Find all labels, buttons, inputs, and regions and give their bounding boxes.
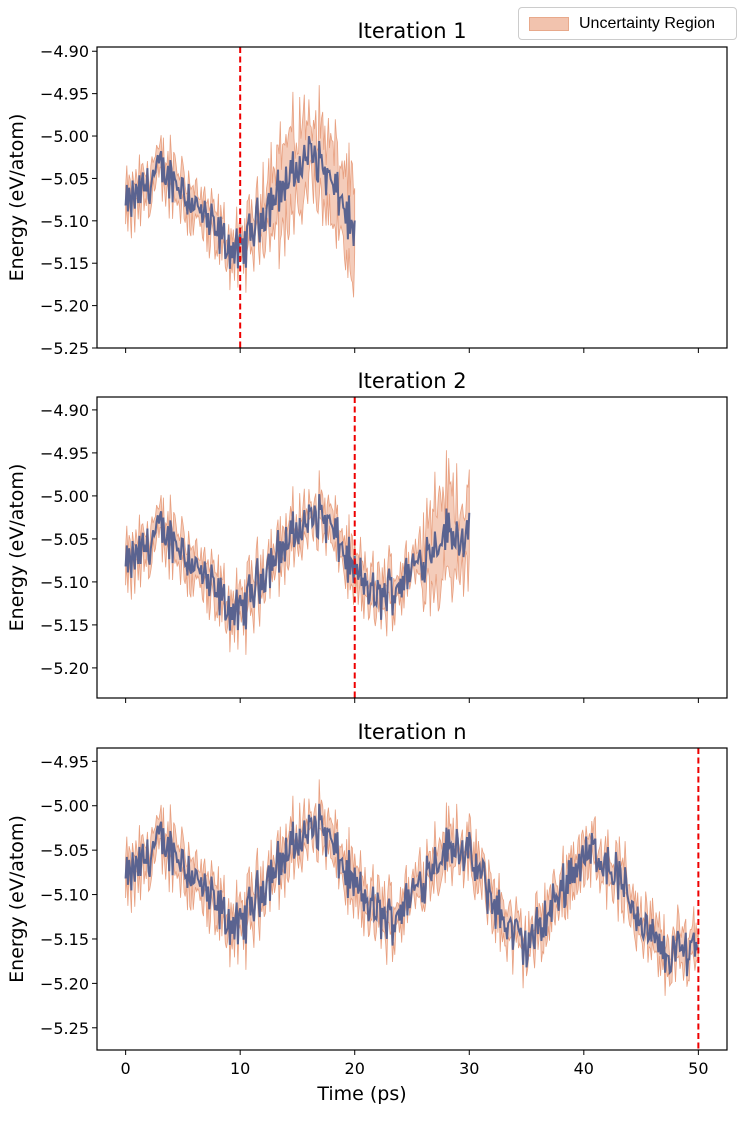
- plot-area: [124, 397, 471, 698]
- chart-panel-1: −4.90 −4.95 −5.00 −5.05 −5.10 −5.15 −5.20 −5.25…: [6, 19, 728, 358]
- chart-title: Iteration 1: [357, 19, 466, 43]
- y-tick-label: −5.15: [40, 930, 89, 949]
- y-tick-label: −5.10: [40, 573, 89, 592]
- y-tick-label: −5.10: [40, 212, 89, 231]
- y-tick-label: −5.05: [40, 169, 89, 188]
- x-tick-label: 10: [230, 1059, 250, 1078]
- y-tick-label: −4.95: [40, 444, 89, 463]
- y-tick-label: −5.00: [40, 127, 89, 146]
- chart-panel-3: −4.95 −5.00 −5.05 −5.10 −5.15 −5.20 −5.25 0 10 20…: [6, 720, 728, 1105]
- x-tick-label: 30: [459, 1059, 479, 1078]
- y-tick-label: −5.00: [40, 797, 89, 816]
- energy-line: [124, 803, 700, 977]
- y-tick-label: −4.90: [40, 401, 89, 420]
- axes-frame: [96, 46, 728, 349]
- y-tick-label: −5.15: [40, 616, 89, 635]
- x-tick-label: 0: [121, 1059, 131, 1078]
- chart-title: Iteration 2: [357, 369, 466, 393]
- y-tick-label: −5.25: [40, 1019, 89, 1038]
- x-axis-label: Time (ps): [316, 1083, 406, 1105]
- y-axis-label: Energy (eV/atom): [6, 464, 28, 632]
- y-tick-label: −4.90: [40, 42, 89, 61]
- y-tick-label: −5.05: [40, 530, 89, 549]
- y-axis-label: Energy (eV/atom): [6, 815, 28, 983]
- plot-area: [124, 47, 356, 348]
- x-tick-label: 40: [574, 1059, 594, 1078]
- y-tick-label: −5.00: [40, 487, 89, 506]
- y-axis-label: Energy (eV/atom): [6, 114, 28, 282]
- axes-frame: [96, 747, 728, 1051]
- y-tick-label: −5.20: [40, 659, 89, 678]
- y-tick-label: −4.95: [40, 752, 89, 771]
- y-tick-label: −5.20: [40, 974, 89, 993]
- plot-area: [124, 748, 700, 1050]
- chart-title: Iteration n: [357, 720, 466, 744]
- legend-label: Uncertainty Region: [579, 14, 716, 32]
- axes-frame: [96, 396, 728, 699]
- energy-line: [124, 136, 356, 269]
- y-tick-label: −5.15: [40, 254, 89, 273]
- uncertainty-band: [125, 450, 470, 655]
- chart-panel-2: −4.90 −4.95 −5.00 −5.05 −5.10 −5.15 −5.20 Itera…: [6, 369, 728, 703]
- x-tick-label: 20: [345, 1059, 365, 1078]
- uncertainty-swatch: [529, 16, 569, 31]
- y-tick-label: −4.95: [40, 85, 89, 104]
- legend: Uncertainty Region: [518, 7, 737, 40]
- energy-line: [124, 494, 471, 631]
- y-tick-label: −5.20: [40, 297, 89, 316]
- x-tick-label: 50: [688, 1059, 708, 1078]
- y-tick-label: −5.05: [40, 841, 89, 860]
- y-tick-label: −5.25: [40, 339, 89, 358]
- y-tick-label: −5.10: [40, 886, 89, 905]
